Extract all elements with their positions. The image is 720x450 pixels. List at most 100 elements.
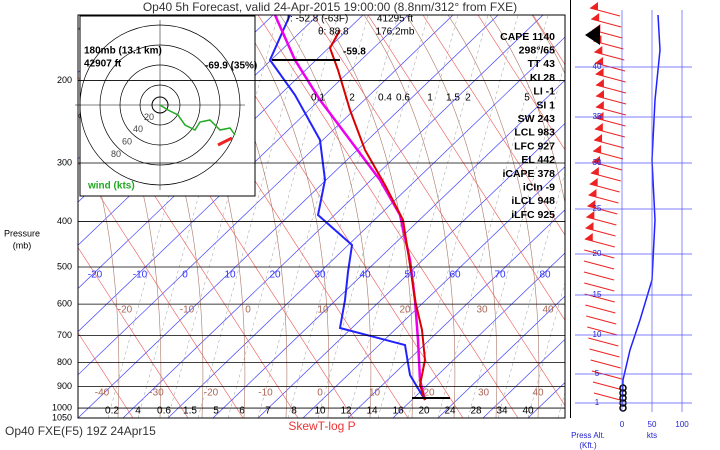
profiles	[268, 15, 427, 401]
y-tick-label: 600	[57, 298, 72, 308]
wind-barb	[588, 337, 619, 347]
line-label: 10	[369, 388, 381, 399]
line-label: 4	[135, 406, 141, 417]
isotherm	[78, 15, 499, 418]
index: SI 1	[536, 99, 555, 111]
alt-tick-label: 10	[593, 330, 602, 339]
dry-adiabat	[78, 246, 189, 418]
dry-adiabat	[588, 15, 720, 418]
annotation: -69.9 (35%)	[205, 61, 257, 72]
index: 298°/65	[519, 44, 555, 56]
index: LFC 927	[514, 140, 555, 152]
line-label: -20	[88, 270, 103, 281]
mixing-line	[317, 15, 429, 418]
index: iCIn -9	[523, 181, 555, 193]
speed-tick-label: 0	[620, 420, 625, 429]
index: iLCL 948	[511, 195, 555, 207]
line-label: 0.1	[311, 93, 325, 104]
wind-barb	[590, 172, 621, 182]
wind-flag	[595, 68, 604, 76]
line-label: -10	[258, 388, 273, 399]
wind-barb	[593, 392, 625, 402]
isotherm	[78, 15, 454, 376]
mixing-line	[167, 15, 279, 418]
mixing-line	[467, 61, 565, 418]
line-label: -20	[204, 388, 219, 399]
line-label: 0.2	[105, 406, 119, 417]
wind-barb	[589, 348, 620, 358]
speed-tick-label: 100	[675, 420, 689, 429]
isotherm	[573, 15, 720, 418]
dry-adiabat	[477, 15, 565, 151]
wind-barb	[590, 359, 621, 369]
line-label: 14	[366, 406, 378, 417]
wind-flag	[594, 134, 603, 142]
line-label: 1.5	[446, 93, 460, 104]
footer: Op40 FXE(F5) 19Z 24Apr15	[5, 424, 156, 438]
surface-wind	[619, 404, 627, 412]
alt-tick-label: 30	[593, 158, 602, 167]
annotation: 176.2mb	[376, 27, 415, 38]
wind-flag	[595, 112, 604, 120]
mixing-line	[347, 15, 459, 418]
wind-barb	[595, 106, 626, 116]
hodo-ring-label: 60	[122, 137, 132, 147]
wind-flag	[584, 233, 593, 241]
index: KI 28	[530, 72, 555, 84]
hodo-ring-label: 40	[133, 124, 143, 134]
alt-tick-label: 15	[593, 290, 602, 299]
line-label: 2	[349, 93, 355, 104]
index: iCAPE 378	[502, 168, 555, 180]
index: SW 243	[518, 113, 556, 125]
line-label: 20	[399, 305, 411, 316]
hodo-ring-label: 80	[111, 149, 121, 159]
moist-adiabat	[447, 15, 540, 418]
y-unit: (mb)	[13, 240, 32, 250]
wind-barb	[583, 271, 615, 281]
wind-barb	[585, 304, 616, 314]
line-label: -20	[118, 305, 133, 316]
wind-flag	[595, 90, 604, 98]
isotherm	[437, 295, 565, 418]
moist-adiabat	[363, 15, 456, 418]
wind-barb	[586, 315, 617, 325]
y-tick-label: 700	[57, 330, 72, 340]
annotation: 180mb (13.1 km)	[84, 46, 162, 57]
isotherm	[482, 338, 565, 418]
hodo-ring	[119, 64, 201, 146]
isotherm	[78, 15, 409, 333]
wind-barb	[589, 183, 620, 193]
wind-barb	[589, 7, 621, 17]
line-label: 40	[542, 305, 554, 316]
wind-barb	[587, 205, 618, 215]
line-label: 10	[314, 406, 326, 417]
speed-unit: kts	[647, 431, 657, 440]
wind-flag	[591, 13, 600, 21]
y-tick-label: 200	[57, 75, 72, 85]
dry-adiabat	[78, 161, 244, 418]
wind-flag	[586, 211, 595, 219]
alt-tick-label: 25	[593, 204, 602, 213]
wind-barb	[591, 18, 622, 28]
dry-adiabat	[312, 15, 565, 407]
mixing-line	[557, 391, 565, 418]
wind-flag	[595, 79, 604, 87]
dry-adiabat	[0, 15, 23, 418]
y-tick-label: 400	[57, 216, 72, 226]
wind-flag	[585, 222, 594, 230]
line-label: 0.6	[157, 406, 171, 417]
hodograph-trace	[159, 104, 236, 136]
wind-barb	[583, 260, 615, 270]
top-flag	[585, 25, 600, 45]
annotation: -59.8	[343, 47, 366, 58]
line-label: -30	[149, 388, 164, 399]
wind-flag	[594, 46, 603, 54]
surface-wind	[619, 389, 627, 397]
isotherm	[78, 15, 364, 289]
speed-tick-label: 50	[648, 420, 657, 429]
wind-barb	[595, 117, 626, 127]
wind-barb	[595, 73, 626, 83]
y-tick-label: 1050	[52, 412, 72, 422]
alt-tick-label: 35	[593, 112, 602, 121]
